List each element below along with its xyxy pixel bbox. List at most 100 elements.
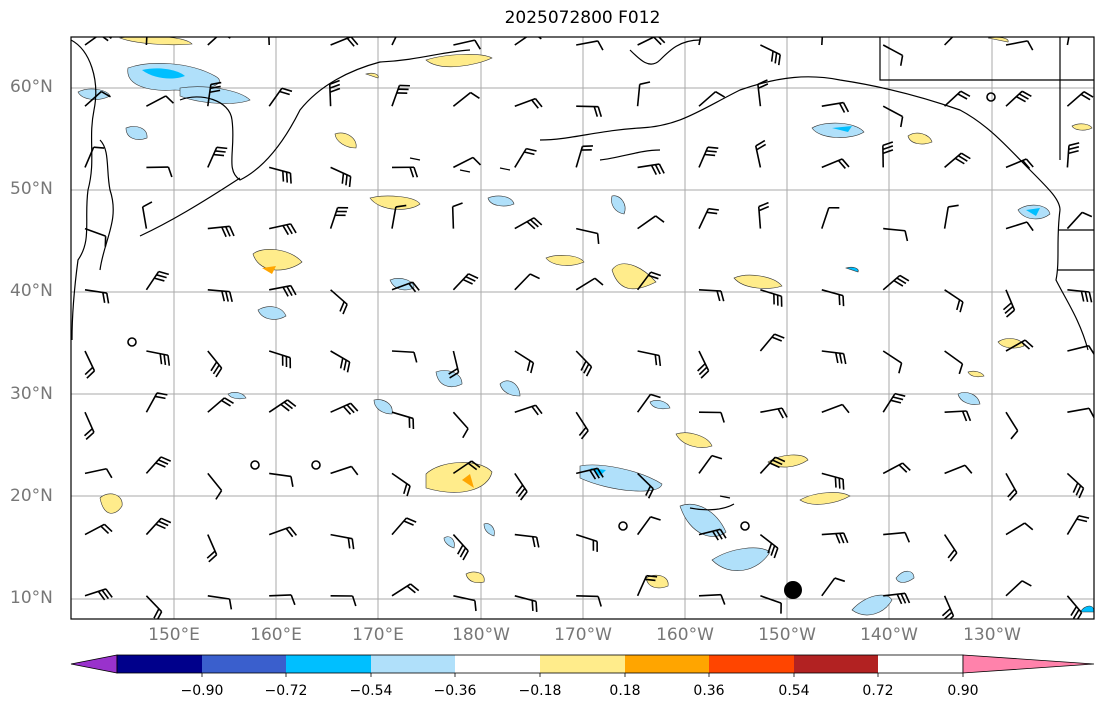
wind-barb	[882, 44, 904, 66]
wind-barb	[330, 350, 351, 373]
wind-barb	[698, 411, 725, 423]
wind-barb	[576, 40, 604, 51]
wind-barb	[636, 271, 662, 291]
wind-barb	[145, 456, 171, 474]
wind-barb	[330, 402, 359, 415]
colorbar-swatch	[371, 655, 455, 673]
lat-label-50n: 50°N	[10, 179, 53, 199]
wind-barb	[883, 592, 911, 605]
lon-label-170e: 170°E	[352, 625, 404, 645]
wind-barb	[268, 399, 297, 413]
wind-barb	[821, 350, 847, 365]
wind-barb	[268, 350, 292, 369]
wind-barb	[944, 152, 971, 169]
wind-barb	[391, 204, 407, 229]
wind-barb	[146, 350, 171, 366]
wind-barb	[268, 37, 270, 46]
map-title: 2025072800 F012	[504, 8, 661, 28]
wind-barb	[83, 411, 95, 440]
wind-barb	[636, 81, 651, 107]
wind-barb	[145, 595, 163, 619]
wind-barb	[452, 411, 469, 439]
wind-barb	[330, 289, 348, 315]
wind-barb	[141, 201, 153, 229]
wind-barb	[84, 146, 105, 168]
wind-barb	[206, 534, 218, 563]
wind-barb	[575, 277, 604, 291]
wind-barb	[269, 223, 297, 236]
colorbar-swatch	[202, 655, 286, 673]
wind-barb	[883, 531, 911, 543]
wind-barb	[1005, 221, 1034, 232]
wind-barb	[882, 350, 903, 374]
wind-barb	[637, 215, 665, 230]
wind-barb	[697, 350, 710, 379]
lat-label-20n: 20°N	[10, 486, 53, 506]
wind-barb	[1066, 91, 1094, 107]
wind-barb	[637, 37, 666, 46]
wind-barb	[452, 91, 480, 107]
lat-label-30n: 30°N	[10, 384, 53, 404]
colorbar-swatch	[540, 655, 625, 673]
wind-barb	[207, 350, 223, 378]
wind-barb	[883, 227, 909, 242]
wind-barb	[1005, 158, 1034, 170]
lon-label-180w: 180°W	[452, 625, 510, 645]
map-border	[70, 36, 1095, 620]
wind-barb	[821, 472, 845, 490]
lat-label-10n: 10°N	[10, 588, 53, 608]
colorbar-tick-label: −0.36	[433, 683, 477, 699]
wind-barb	[821, 532, 849, 544]
colorbar-swatch	[625, 655, 709, 673]
wind-barb	[514, 217, 543, 230]
wind-barb	[514, 595, 538, 612]
wind-barb	[84, 588, 113, 601]
wind-barb	[882, 274, 910, 291]
wind-barb	[391, 37, 397, 46]
wind-barb	[1066, 37, 1070, 46]
wind-barb	[882, 392, 906, 413]
lat-label-60n: 60°N	[10, 77, 53, 97]
lon-label-140w: 140°W	[860, 625, 918, 645]
wind-barb	[943, 534, 958, 562]
wind-barb	[1002, 289, 1016, 318]
wind-barb	[637, 472, 655, 499]
wind-barb	[514, 404, 543, 416]
wind-barb	[329, 206, 349, 229]
wind-barb	[514, 350, 535, 374]
wind-barb	[269, 284, 297, 297]
wind-barb	[269, 594, 296, 606]
wind-barb	[514, 97, 543, 109]
wind-barb	[1005, 40, 1034, 51]
wind-barb	[207, 81, 222, 107]
wind-barb	[944, 90, 971, 107]
lon-label-150w: 150°W	[758, 625, 816, 645]
wind-barb	[1005, 339, 1034, 352]
wind-barb	[821, 206, 840, 229]
wind-barb	[821, 101, 850, 113]
wind-barb	[448, 350, 460, 379]
wind-barb	[698, 528, 727, 541]
wind-barb	[821, 577, 846, 597]
wind-barb	[84, 467, 113, 479]
wind-barb	[145, 517, 172, 536]
wind-barb	[268, 526, 298, 538]
wind-barbs	[83, 37, 1094, 619]
wind-barb	[514, 37, 542, 46]
wind-barb	[821, 158, 850, 169]
lat-label-40n: 40°N	[10, 281, 53, 301]
colorbar-swatch	[117, 655, 202, 673]
colorbar-extend-low	[70, 654, 118, 674]
wind-barb	[330, 533, 355, 550]
wind-barb	[636, 393, 661, 413]
wind-barb	[391, 166, 419, 178]
wind-barb	[452, 460, 481, 475]
wind-barb	[268, 87, 293, 107]
wind-barb	[821, 403, 850, 414]
wind-barb	[637, 350, 662, 367]
wind-barb	[943, 204, 959, 229]
wind-barb	[514, 472, 528, 501]
wind-barb	[84, 523, 113, 536]
wind-barb	[637, 163, 665, 175]
wind-barb	[391, 84, 410, 107]
